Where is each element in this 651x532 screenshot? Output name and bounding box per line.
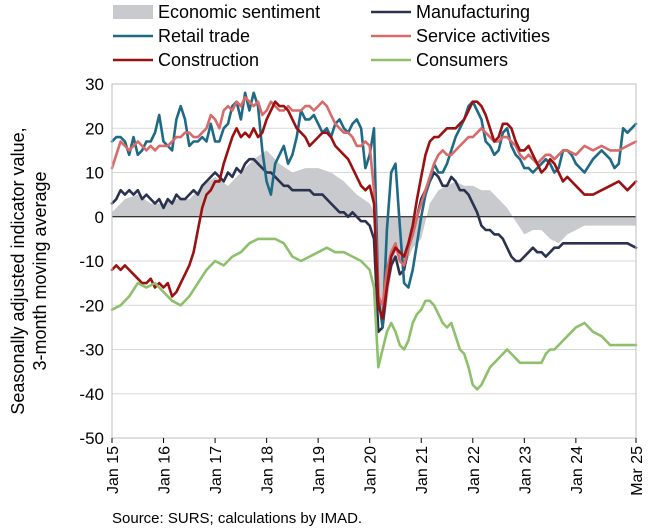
x-tick-label: Jan 23 [517, 446, 534, 494]
series-construction-line [110, 100, 638, 320]
series-retail-trade-line [110, 91, 638, 329]
legend-label-construction: Construction [158, 50, 259, 70]
x-tick-label: Jan 17 [208, 446, 225, 494]
x-tick-label: Jan 18 [260, 446, 277, 494]
x-tick-label: Jan 19 [311, 446, 328, 494]
legend-label-manufacturing: Manufacturing [416, 2, 530, 22]
y-tick-label: 0 [95, 208, 104, 227]
x-tick-label: Jan 20 [363, 446, 380, 494]
y-tick-label: 30 [85, 75, 104, 94]
plot-frame [111, 83, 637, 439]
x-tick-label: Jan 15 [105, 446, 122, 494]
y-tick-label: 20 [85, 119, 104, 138]
y-tick-label: -50 [79, 429, 104, 448]
y-tick-label: -20 [79, 296, 104, 315]
x-tick-label: Jan 22 [466, 446, 483, 494]
plot-area [110, 83, 638, 439]
x-tick-label: Jan 21 [414, 446, 431, 494]
series-manufacturing-line [110, 157, 638, 334]
y-tick-label: -40 [79, 385, 104, 404]
y-axis-label-line: Seasonally adjusted indicator value, [8, 127, 28, 414]
y-tick-label: -10 [79, 252, 104, 271]
y-tick-label: 10 [85, 164, 104, 183]
x-tick-label: Jan 16 [157, 446, 174, 494]
y-axis-label-line: 3-month moving average [30, 171, 50, 370]
legend: Economic sentiment Manufacturing Retail tr… [113, 2, 550, 70]
legend-label-service-activities: Service activities [416, 26, 550, 46]
source-note: Source: SURS; calculations by IMAD. [112, 510, 363, 527]
x-tick-label: Jan 24 [569, 446, 586, 494]
area-layer [112, 150, 636, 332]
frame-layer [111, 83, 637, 439]
x-tick-label: Mar 25 [629, 446, 646, 496]
series-service-activities-line [110, 96, 638, 307]
series-consumers-line [110, 237, 638, 391]
line-layer [110, 91, 638, 391]
legend-label-consumers: Consumers [416, 50, 508, 70]
legend-swatch-economic-sentiment [113, 5, 153, 19]
x-axis-ticks: Jan 15 Jan 16 Jan 17 Jan 18 Jan 19 Jan 20 Jan … [105, 438, 646, 496]
y-tick-label: -30 [79, 341, 104, 360]
y-axis-label: Seasonally adjusted indicator value, 3-mo… [8, 127, 50, 414]
legend-label-retail-trade: Retail trade [158, 26, 250, 46]
y-axis-ticks: 30 20 10 0 -10 -20 -30 -40 -50 [79, 75, 104, 448]
legend-label-economic-sentiment: Economic sentiment [158, 2, 320, 22]
series-economic-sentiment-area [112, 150, 636, 332]
